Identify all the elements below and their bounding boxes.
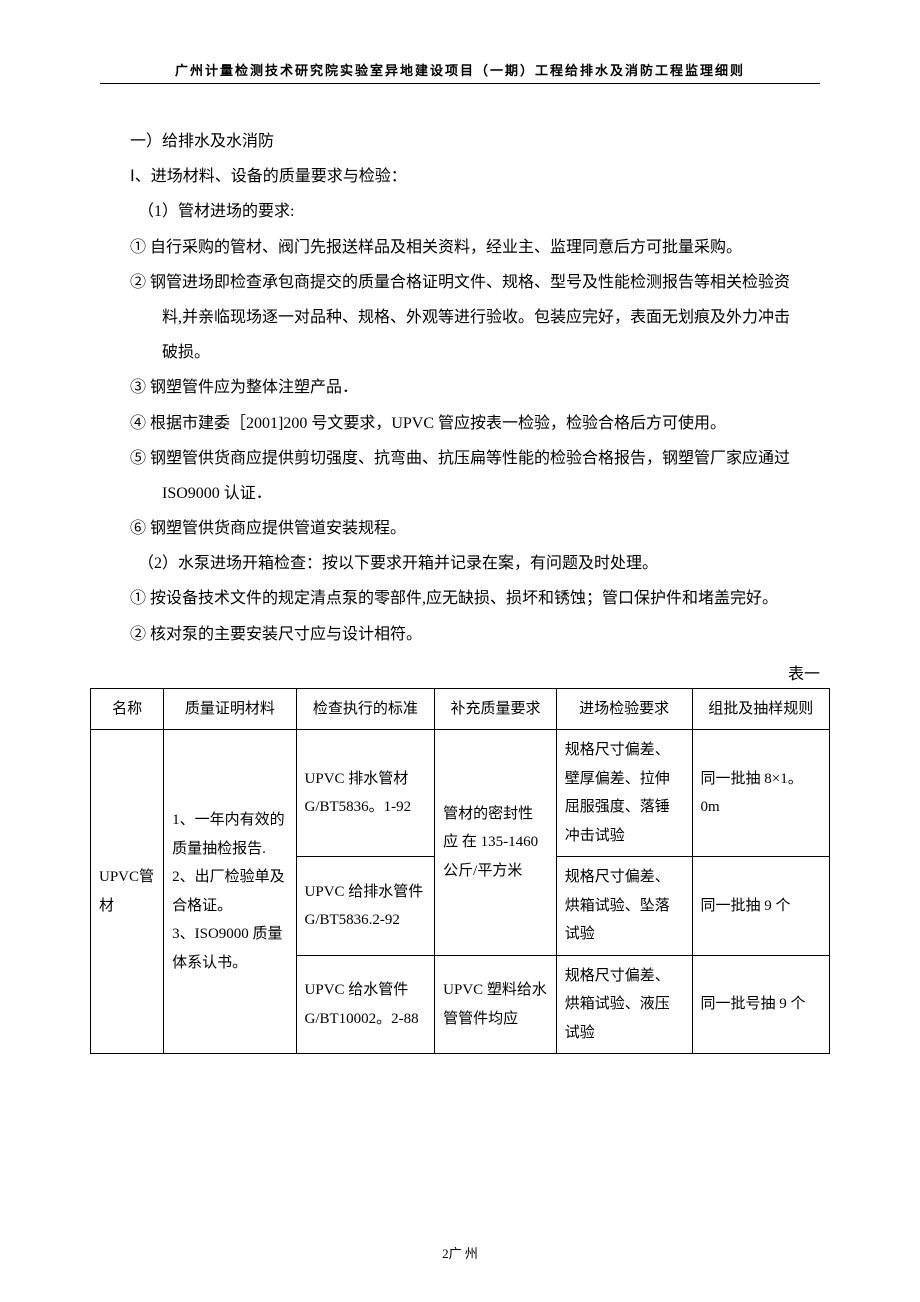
th-qual: 质量证明材料	[164, 688, 296, 730]
list1-item-1: ① 自行采购的管材、阀门先报送样品及相关资料，经业主、监理同意后方可批量采购。	[130, 230, 790, 265]
list2-item-2: ② 核对泵的主要安装尺寸应与设计相符。	[130, 617, 790, 652]
cell-qual: 1、一年内有效的质量抽检报告. 2、出厂检验单及合格证。 3、ISO9000 质…	[164, 730, 296, 1054]
th-std: 检查执行的标准	[296, 688, 435, 730]
cell-supp-upper: 管材的密封性应 在 135-1460公斤/平方米	[435, 730, 557, 956]
body-content: 一）给排水及水消防 Ⅰ、进场材料、设备的质量要求与检验： （1）管材进场的要求:…	[90, 124, 830, 652]
cell-std-3: UPVC 给水管件G/BT10002。2-88	[296, 955, 435, 1054]
th-insp: 进场检验要求	[556, 688, 692, 730]
list2-item-1: ① 按设备技术文件的规定清点泵的零部件,应无缺损、损坏和锈蚀；管口保护件和堵盖完…	[130, 581, 790, 616]
subsection-1: （1）管材进场的要求:	[130, 194, 790, 229]
table-label: 表一	[90, 660, 830, 684]
cell-std-2: UPVC 给排水管件 G/BT5836.2-92	[296, 857, 435, 956]
cell-insp-1: 规格尺寸偏差、壁厚偏差、拉伸屈服强度、落锤冲击试验	[556, 730, 692, 857]
subsection-I: Ⅰ、进场材料、设备的质量要求与检验：	[130, 159, 790, 194]
list1-item-3: ③ 钢塑管件应为整体注塑产品．	[130, 370, 790, 405]
table-header-row: 名称 质量证明材料 检查执行的标准 补充质量要求 进场检验要求 组批及抽样规则	[91, 688, 830, 730]
section-title: 一）给排水及水消防	[130, 124, 790, 159]
cell-samp-1: 同一批抽 8×1。0m	[692, 730, 829, 857]
subsection-2: （2）水泵进场开箱检查：按以下要求开箱并记录在案，有问题及时处理。	[130, 546, 790, 581]
cell-name: UPVC管材	[91, 730, 164, 1054]
cell-insp-3: 规格尺寸偏差、烘箱试验、液压试验	[556, 955, 692, 1054]
list1-item-2: ② 钢管进场即检查承包商提交的质量合格证明文件、规格、型号及性能检测报告等相关检…	[130, 265, 790, 371]
list1-item-4: ④ 根据市建委［2001]200 号文要求，UPVC 管应按表一检验，检验合格后…	[130, 406, 790, 441]
cell-supp-lower: UPVC 塑料给水管管件均应	[435, 955, 557, 1054]
page-footer: 2广 州	[90, 1243, 830, 1262]
th-name: 名称	[91, 688, 164, 730]
page-header: 广州计量检测技术研究院实验室异地建设项目（一期）工程给排水及消防工程监理细则	[100, 60, 820, 84]
list1-item-5: ⑤ 钢塑管供货商应提供剪切强度、抗弯曲、抗压扁等性能的检验合格报告，钢塑管厂家应…	[130, 441, 790, 511]
th-supp: 补充质量要求	[435, 688, 557, 730]
inspection-table: 名称 质量证明材料 检查执行的标准 补充质量要求 进场检验要求 组批及抽样规则 …	[90, 688, 830, 1055]
list1-item-6: ⑥ 钢塑管供货商应提供管道安装规程。	[130, 511, 790, 546]
table-row: UPVC管材 1、一年内有效的质量抽检报告. 2、出厂检验单及合格证。 3、IS…	[91, 730, 830, 857]
cell-insp-2: 规格尺寸偏差、烘箱试验、坠落试验	[556, 857, 692, 956]
th-samp: 组批及抽样规则	[692, 688, 829, 730]
cell-samp-2: 同一批抽 9 个	[692, 857, 829, 956]
cell-samp-3: 同一批号抽 9 个	[692, 955, 829, 1054]
cell-std-1: UPVC 排水管材G/BT5836。1-92	[296, 730, 435, 857]
